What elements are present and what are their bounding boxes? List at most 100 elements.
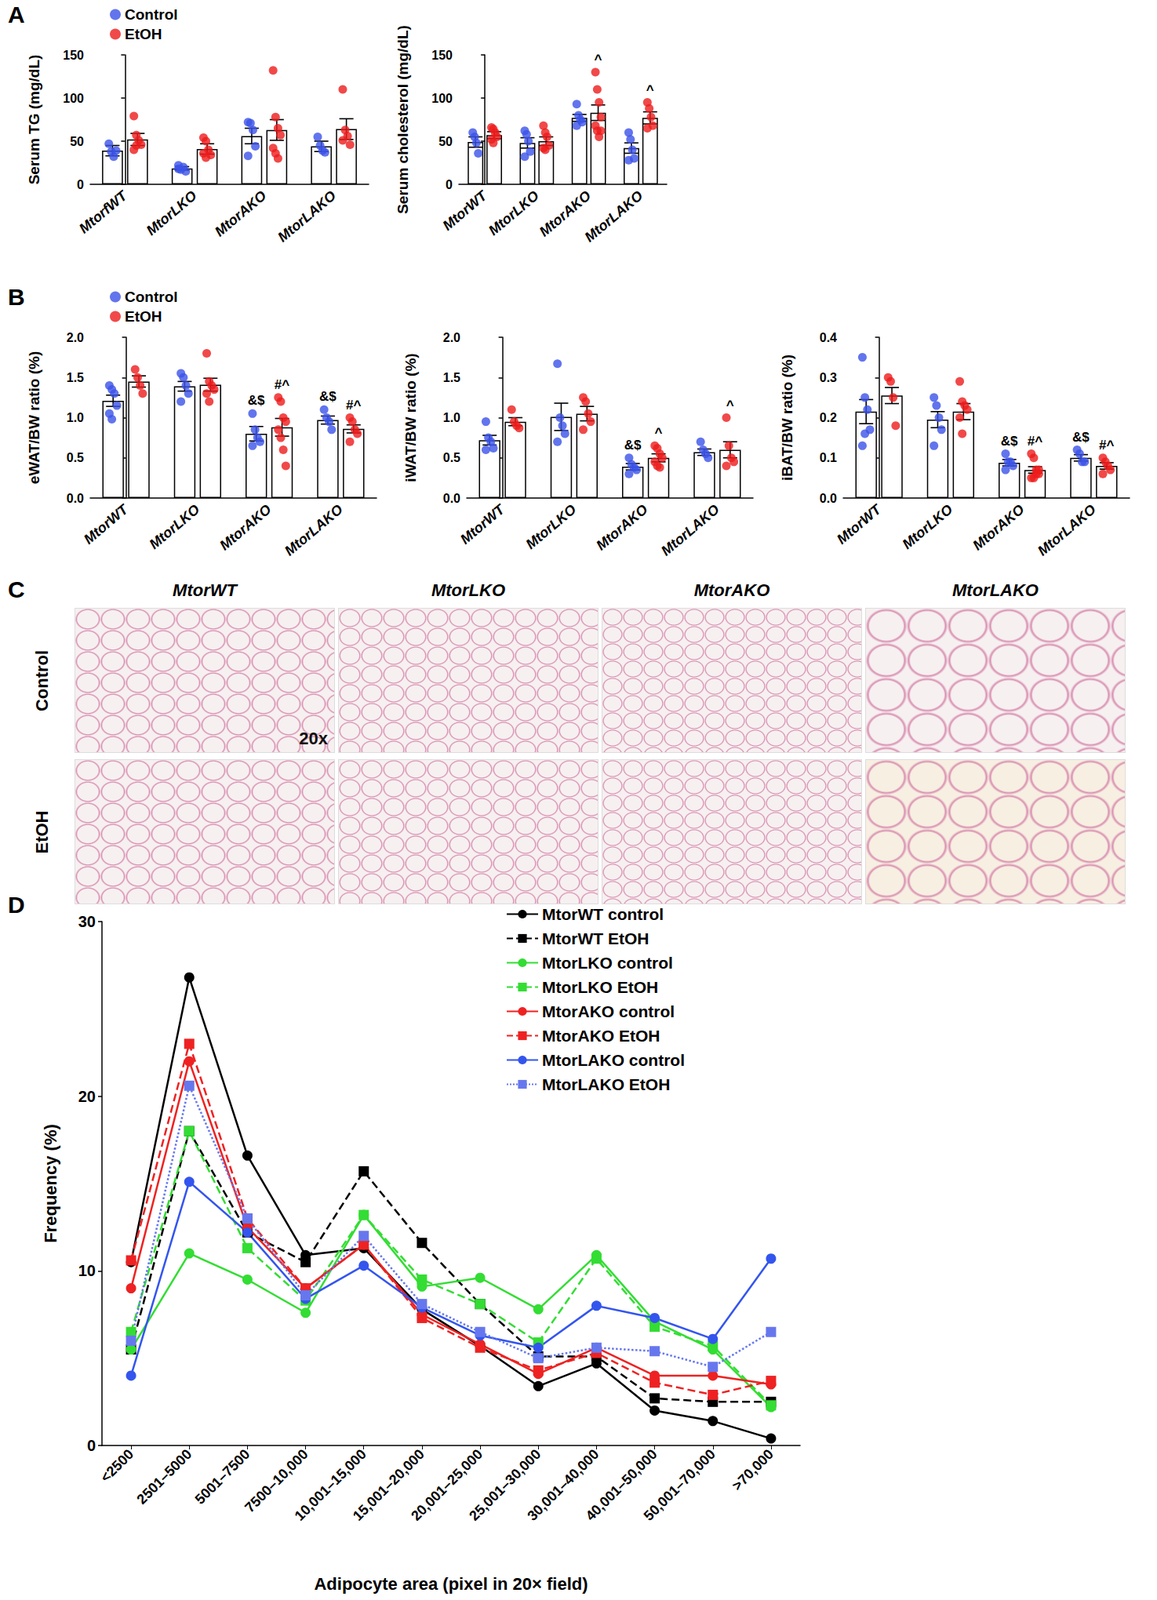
svg-text:MtorLKO: MtorLKO — [143, 187, 201, 239]
svg-text:MtorLKO: MtorLKO — [145, 501, 203, 553]
svg-text:MtorWT EtOH: MtorWT EtOH — [542, 929, 649, 948]
svg-text:150: 150 — [62, 48, 84, 62]
svg-text:0.3: 0.3 — [819, 371, 837, 385]
html-text:MtorWT: MtorWT — [172, 580, 237, 601]
html-text:MtorLAKO: MtorLAKO — [952, 580, 1039, 601]
svg-text:MtorLAKO: MtorLAKO — [1034, 501, 1099, 559]
svg-text:1.0: 1.0 — [66, 411, 84, 425]
svg-text:&$: &$ — [624, 437, 642, 453]
svg-text:&$: &$ — [247, 392, 266, 408]
svg-text:Serum TG (mg/dL): Serum TG (mg/dL) — [25, 54, 43, 186]
svg-text:eWAT/BW ratio (%): eWAT/BW ratio (%) — [25, 351, 43, 485]
svg-text:EtOH: EtOH — [124, 308, 163, 325]
svg-text:5001–7500: 5001–7500 — [192, 1446, 254, 1508]
html-text:Control: Control — [31, 649, 51, 712]
svg-text:MtorWT: MtorWT — [833, 500, 886, 548]
svg-text:#^: #^ — [1027, 433, 1043, 449]
svg-text:20,001–25,000: 20,001–25,000 — [407, 1446, 486, 1525]
html-text:B: B — [7, 283, 25, 310]
svg-text:MtorLKO: MtorLKO — [522, 501, 579, 553]
svg-text:0.0: 0.0 — [819, 491, 837, 506]
svg-text:25,001–30,000: 25,001–30,000 — [466, 1446, 544, 1525]
svg-text:MtorLKO control: MtorLKO control — [542, 953, 674, 972]
svg-text:10: 10 — [78, 1262, 96, 1280]
html-text:MtorLKO: MtorLKO — [431, 580, 506, 601]
svg-text:iWAT/BW ratio (%): iWAT/BW ratio (%) — [402, 352, 419, 482]
svg-text:0.5: 0.5 — [66, 451, 84, 465]
svg-text:MtorWT: MtorWT — [457, 500, 510, 548]
svg-text:#^: #^ — [274, 377, 290, 393]
svg-text:MtorLAKO control: MtorLAKO control — [542, 1051, 685, 1070]
svg-text:150: 150 — [431, 48, 453, 62]
svg-text:Serum cholesterol (mg/dL): Serum cholesterol (mg/dL) — [394, 25, 412, 215]
html-text:MtorAKO: MtorAKO — [693, 580, 770, 601]
svg-text:0.1: 0.1 — [819, 451, 837, 465]
svg-text:MtorLAKO: MtorLAKO — [281, 501, 346, 559]
html-text:A: A — [7, 1, 25, 28]
svg-text:MtorWT control: MtorWT control — [542, 905, 664, 924]
svg-text:Control: Control — [124, 6, 179, 23]
svg-text:&$: &$ — [319, 389, 337, 404]
svg-text:7500–10,000: 7500–10,000 — [241, 1446, 312, 1516]
svg-text:50,001–70,000: 50,001–70,000 — [640, 1446, 719, 1525]
html-text:EtOH: EtOH — [31, 810, 51, 854]
svg-text:1.0: 1.0 — [443, 411, 461, 425]
svg-text:MtorWT: MtorWT — [80, 500, 133, 548]
svg-text:^: ^ — [646, 82, 655, 98]
svg-text:Control: Control — [124, 288, 179, 306]
svg-text:0.5: 0.5 — [443, 451, 461, 465]
svg-text:40,001–50,000: 40,001–50,000 — [582, 1446, 661, 1525]
svg-text:0: 0 — [87, 1437, 96, 1455]
svg-text:MtorLAKO EtOH: MtorLAKO EtOH — [542, 1075, 670, 1094]
svg-text:MtorLAKO: MtorLAKO — [274, 187, 339, 245]
svg-text:MtorfWT: MtorfWT — [76, 186, 131, 237]
svg-text:MtorAKO: MtorAKO — [216, 501, 274, 554]
svg-text:50: 50 — [438, 134, 453, 149]
svg-text:30,001–40,000: 30,001–40,000 — [524, 1446, 603, 1525]
svg-text:^: ^ — [726, 397, 735, 413]
svg-text:20: 20 — [78, 1087, 96, 1106]
svg-text:10,001–15,000: 10,001–15,000 — [291, 1446, 370, 1525]
svg-text:MtorLAKO: MtorLAKO — [658, 501, 723, 559]
svg-text:2.0: 2.0 — [66, 331, 84, 345]
svg-text:MtorLKO EtOH: MtorLKO EtOH — [542, 978, 659, 997]
svg-text:2.0: 2.0 — [443, 331, 461, 345]
svg-text:0.2: 0.2 — [819, 411, 837, 425]
svg-text:^: ^ — [654, 425, 663, 441]
html-text:20x: 20x — [299, 728, 328, 749]
svg-text:MtorAKO EtOH: MtorAKO EtOH — [542, 1026, 661, 1045]
svg-text:Frequency (%): Frequency (%) — [40, 1124, 61, 1244]
svg-text:iBAT/BW ratio (%): iBAT/BW ratio (%) — [778, 354, 796, 481]
svg-text:MtorAKO: MtorAKO — [593, 501, 651, 554]
svg-text:MtorWT: MtorWT — [439, 186, 492, 234]
svg-text:MtorLKO: MtorLKO — [898, 501, 956, 553]
svg-text:<2500: <2500 — [97, 1446, 137, 1486]
svg-text:MtorAKO: MtorAKO — [211, 187, 270, 240]
svg-text:100: 100 — [431, 91, 453, 106]
svg-text:>70,000: >70,000 — [729, 1446, 777, 1494]
svg-text:1.5: 1.5 — [66, 371, 84, 385]
svg-text:50: 50 — [69, 134, 84, 149]
svg-text:0: 0 — [445, 178, 453, 192]
svg-text:MtorAKO control: MtorAKO control — [542, 1002, 675, 1021]
svg-text:0.0: 0.0 — [66, 491, 84, 506]
svg-text:MtorLAKO: MtorLAKO — [582, 187, 647, 245]
svg-text:#^: #^ — [1098, 437, 1114, 453]
svg-text:MtorAKO: MtorAKO — [969, 501, 1027, 554]
svg-text:15,001–20,000: 15,001–20,000 — [349, 1446, 428, 1525]
svg-text:100: 100 — [62, 91, 84, 106]
svg-text:^: ^ — [594, 51, 603, 67]
svg-text:EtOH: EtOH — [124, 25, 163, 43]
svg-text:&$: &$ — [1072, 429, 1090, 445]
svg-text:0.0: 0.0 — [443, 491, 461, 506]
svg-text:#^: #^ — [345, 397, 361, 413]
svg-text:&$: &$ — [1000, 433, 1019, 449]
svg-text:MtorLKO: MtorLKO — [485, 187, 543, 239]
svg-text:1.5: 1.5 — [443, 371, 461, 385]
svg-text:Adipocyte area (pixel in 20× f: Adipocyte area (pixel in 20× field) — [313, 1574, 588, 1594]
svg-text:2501–5000: 2501–5000 — [134, 1446, 196, 1508]
svg-text:0.4: 0.4 — [819, 331, 837, 345]
svg-text:MtorAKO: MtorAKO — [536, 187, 594, 240]
svg-text:0: 0 — [76, 178, 84, 192]
svg-text:30: 30 — [78, 913, 96, 931]
